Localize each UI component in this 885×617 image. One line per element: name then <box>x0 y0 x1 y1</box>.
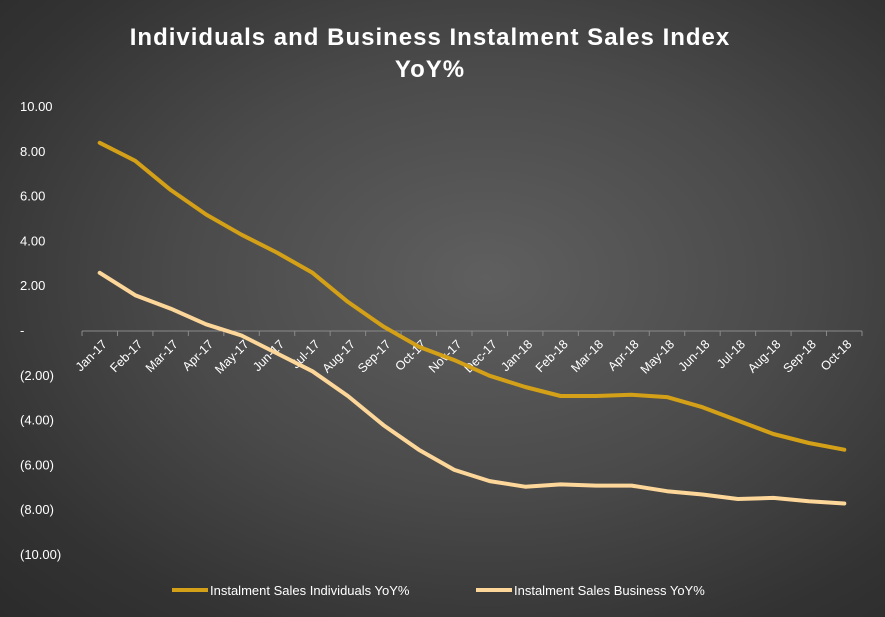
data-point <box>239 233 244 237</box>
data-point <box>275 251 279 255</box>
data-point <box>629 393 634 397</box>
data-point <box>523 385 527 389</box>
data-point <box>169 307 173 311</box>
data-point <box>488 479 492 483</box>
data-point <box>133 159 137 163</box>
chart-title: Individuals and Business Instalment Sale… <box>0 22 860 86</box>
data-point <box>133 293 137 297</box>
data-point <box>98 141 102 145</box>
x-tick-label: Sep-18 <box>781 337 819 375</box>
data-point <box>381 423 385 427</box>
x-tick-label: May-18 <box>638 337 677 376</box>
data-point <box>700 492 705 497</box>
data-point <box>559 394 563 398</box>
x-tick-label: Feb-17 <box>107 337 145 375</box>
data-point <box>700 405 705 409</box>
data-point <box>807 499 811 503</box>
legend-label: Instalment Sales Individuals YoY% <box>210 583 410 598</box>
y-tick-label: 2.00 <box>20 278 45 293</box>
y-tick-label: (8.00) <box>20 502 54 517</box>
data-point <box>310 369 315 373</box>
data-point <box>736 497 740 501</box>
series-line-1 <box>97 140 847 452</box>
data-point <box>807 441 811 445</box>
legend-label: Instalment Sales Business YoY% <box>514 583 705 598</box>
data-point <box>346 300 350 304</box>
x-tick-label: Sep-17 <box>355 337 393 375</box>
data-point <box>559 482 563 487</box>
x-tick-label: Mar-18 <box>568 337 606 375</box>
data-point <box>771 496 775 500</box>
y-tick-label: (6.00) <box>20 457 54 472</box>
x-tick-label: Jan-17 <box>73 337 110 374</box>
data-point <box>417 345 421 349</box>
x-tick-label: Jun-18 <box>676 337 713 374</box>
data-point <box>452 358 456 362</box>
x-tick-label: Aug-18 <box>745 337 783 375</box>
data-point <box>523 485 527 489</box>
data-point <box>665 489 669 493</box>
x-tick-label: May-17 <box>212 337 251 376</box>
data-point <box>98 271 102 275</box>
data-point <box>346 394 350 398</box>
data-point <box>594 394 598 398</box>
series-line-2 <box>97 270 847 506</box>
data-point <box>488 374 492 378</box>
chart-title-line2: YoY% <box>394 56 466 83</box>
y-tick-label: (4.00) <box>20 413 54 428</box>
data-point <box>204 322 208 326</box>
x-tick-label: Mar-17 <box>143 337 181 375</box>
data-point <box>452 468 456 472</box>
data-point <box>771 432 775 436</box>
y-tick-label: 4.00 <box>20 233 45 248</box>
data-point <box>169 188 173 192</box>
y-tick-label: 8.00 <box>20 144 45 159</box>
data-point <box>665 395 669 399</box>
x-tick-label: Apr-17 <box>180 337 216 373</box>
y-tick-label: (10.00) <box>20 547 61 562</box>
data-point <box>594 483 598 488</box>
y-tick-label: (2.00) <box>20 368 54 383</box>
x-tick-label: Jul-18 <box>714 337 748 371</box>
y-tick-label: 6.00 <box>20 189 45 204</box>
chart-title-line1: Individuals and Business Instalment Sale… <box>129 24 731 51</box>
x-tick-label: Jan-18 <box>498 337 535 374</box>
data-point <box>736 419 740 423</box>
data-point <box>842 501 846 506</box>
data-point <box>629 483 634 488</box>
y-tick-label: - <box>20 323 24 338</box>
y-tick-label: 10.00 <box>20 99 53 114</box>
data-point <box>381 324 385 329</box>
x-tick-label: Apr-18 <box>605 337 641 373</box>
data-point <box>275 351 279 355</box>
x-tick-label: Aug-17 <box>320 337 358 375</box>
data-point <box>204 212 208 217</box>
data-point <box>310 271 315 275</box>
data-point <box>239 333 244 338</box>
data-point <box>842 448 846 452</box>
x-tick-label: Oct-18 <box>818 337 854 373</box>
data-point <box>417 448 421 452</box>
x-tick-label: Feb-18 <box>533 337 571 375</box>
